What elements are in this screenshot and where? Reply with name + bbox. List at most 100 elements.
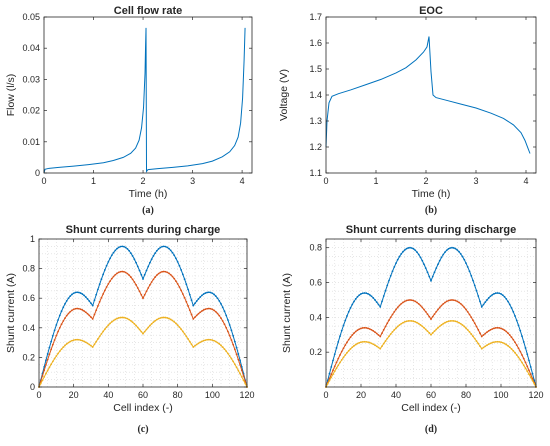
series-point-1 bbox=[60, 310, 63, 313]
series-point-2 bbox=[433, 313, 436, 316]
series-point-3 bbox=[197, 342, 200, 345]
series-point-1 bbox=[107, 260, 110, 263]
series-point-3 bbox=[480, 347, 483, 350]
series-point-2 bbox=[216, 312, 219, 315]
series-point-2 bbox=[190, 313, 193, 316]
series-point-1 bbox=[142, 278, 144, 280]
chart-title: Shunt currents during discharge bbox=[346, 224, 517, 236]
series-point-2 bbox=[402, 301, 404, 304]
series-point-2 bbox=[149, 283, 151, 286]
series-point-3 bbox=[143, 330, 146, 333]
series-point-2 bbox=[466, 310, 469, 313]
series-point-1 bbox=[433, 271, 436, 274]
series-point-1 bbox=[438, 259, 441, 262]
series-point-2 bbox=[493, 327, 495, 330]
series-point-3 bbox=[452, 320, 455, 322]
series-point-3 bbox=[365, 340, 368, 343]
series-point-1 bbox=[140, 273, 143, 276]
series-point-2 bbox=[173, 277, 176, 280]
series-point-2 bbox=[100, 296, 103, 299]
series-point-3 bbox=[438, 325, 441, 328]
series-point-1 bbox=[340, 329, 343, 332]
series-point-1 bbox=[204, 292, 207, 294]
series-point-2 bbox=[514, 341, 516, 344]
series-point-2 bbox=[421, 306, 424, 309]
series-point-3 bbox=[398, 324, 401, 326]
series-point-1 bbox=[479, 300, 481, 303]
series-point-2 bbox=[192, 318, 195, 320]
x-tick-label: 0 bbox=[323, 176, 328, 186]
series-point-1 bbox=[183, 278, 186, 281]
series-point-3 bbox=[235, 366, 238, 369]
series-point-2 bbox=[407, 299, 410, 301]
series-point-3 bbox=[346, 351, 348, 354]
series-point-1 bbox=[515, 319, 518, 322]
series-point-2 bbox=[477, 328, 480, 331]
series-point-2 bbox=[237, 358, 240, 361]
series-point-1 bbox=[452, 247, 455, 249]
series-point-1 bbox=[351, 303, 354, 306]
series-point-2 bbox=[440, 304, 443, 307]
series-point-2 bbox=[370, 328, 373, 331]
series-point-3 bbox=[351, 346, 354, 349]
series-point-2 bbox=[505, 330, 508, 333]
y-tick-label: 1.7 bbox=[309, 12, 322, 22]
series-point-3 bbox=[166, 317, 169, 319]
series-point-1 bbox=[145, 269, 148, 272]
series-point-3 bbox=[213, 339, 215, 342]
series-point-3 bbox=[91, 346, 94, 348]
series-point-3 bbox=[407, 320, 410, 322]
series-point-1 bbox=[358, 294, 361, 297]
series-point-1 bbox=[88, 300, 91, 302]
series-point-1 bbox=[138, 269, 141, 272]
series-point-3 bbox=[531, 379, 534, 382]
series-point-3 bbox=[433, 330, 436, 333]
series-point-2 bbox=[438, 306, 441, 309]
series-point-3 bbox=[522, 364, 525, 367]
series-point-3 bbox=[353, 344, 355, 347]
series-point-1 bbox=[116, 247, 118, 250]
series-point-2 bbox=[524, 361, 527, 364]
series-point-3 bbox=[53, 357, 56, 360]
series-point-2 bbox=[519, 350, 522, 353]
series-point-2 bbox=[367, 327, 369, 330]
series-point-3 bbox=[43, 376, 46, 378]
y-tick-label: 1.4 bbox=[309, 90, 322, 100]
series-point-1 bbox=[501, 294, 504, 297]
series-point-2 bbox=[496, 326, 499, 329]
series-point-3 bbox=[86, 342, 89, 345]
series-point-3 bbox=[136, 326, 139, 329]
series-point-1 bbox=[466, 266, 469, 268]
series-point-3 bbox=[487, 343, 490, 346]
series-point-2 bbox=[377, 334, 380, 336]
series-point-3 bbox=[347, 349, 350, 352]
panel-subcaption: (c) bbox=[137, 424, 148, 435]
series-point-3 bbox=[90, 344, 92, 347]
series-point-3 bbox=[440, 324, 443, 326]
series-point-1 bbox=[430, 279, 432, 282]
series-point-1 bbox=[363, 292, 366, 294]
series-point-2 bbox=[98, 300, 101, 303]
series-point-1 bbox=[98, 283, 101, 286]
series-point-2 bbox=[55, 334, 58, 337]
series-point-1 bbox=[328, 372, 331, 375]
series-point-2 bbox=[424, 310, 427, 313]
series-point-2 bbox=[223, 323, 226, 326]
series-point-2 bbox=[62, 320, 65, 322]
series-point-3 bbox=[489, 342, 492, 345]
panel-a: 0 1 2 3 4 0 0.01 0.02 0.03 0.04 0.05 Cell flow rate… bbox=[5, 5, 253, 216]
series-point-2 bbox=[178, 286, 181, 288]
series-point-3 bbox=[77, 338, 80, 341]
x-axis-label: Cell index (-) bbox=[401, 402, 461, 414]
series-point-2 bbox=[382, 328, 385, 331]
series-point-1 bbox=[225, 314, 228, 317]
series-point-1 bbox=[386, 284, 389, 287]
series-point-2 bbox=[51, 343, 54, 346]
series-point-2 bbox=[379, 335, 382, 338]
series-point-2 bbox=[347, 338, 350, 341]
series-point-3 bbox=[519, 358, 522, 361]
series-point-2 bbox=[168, 272, 170, 275]
series-point-3 bbox=[403, 321, 406, 323]
series-point-3 bbox=[107, 324, 110, 327]
series-point-2 bbox=[340, 350, 343, 353]
